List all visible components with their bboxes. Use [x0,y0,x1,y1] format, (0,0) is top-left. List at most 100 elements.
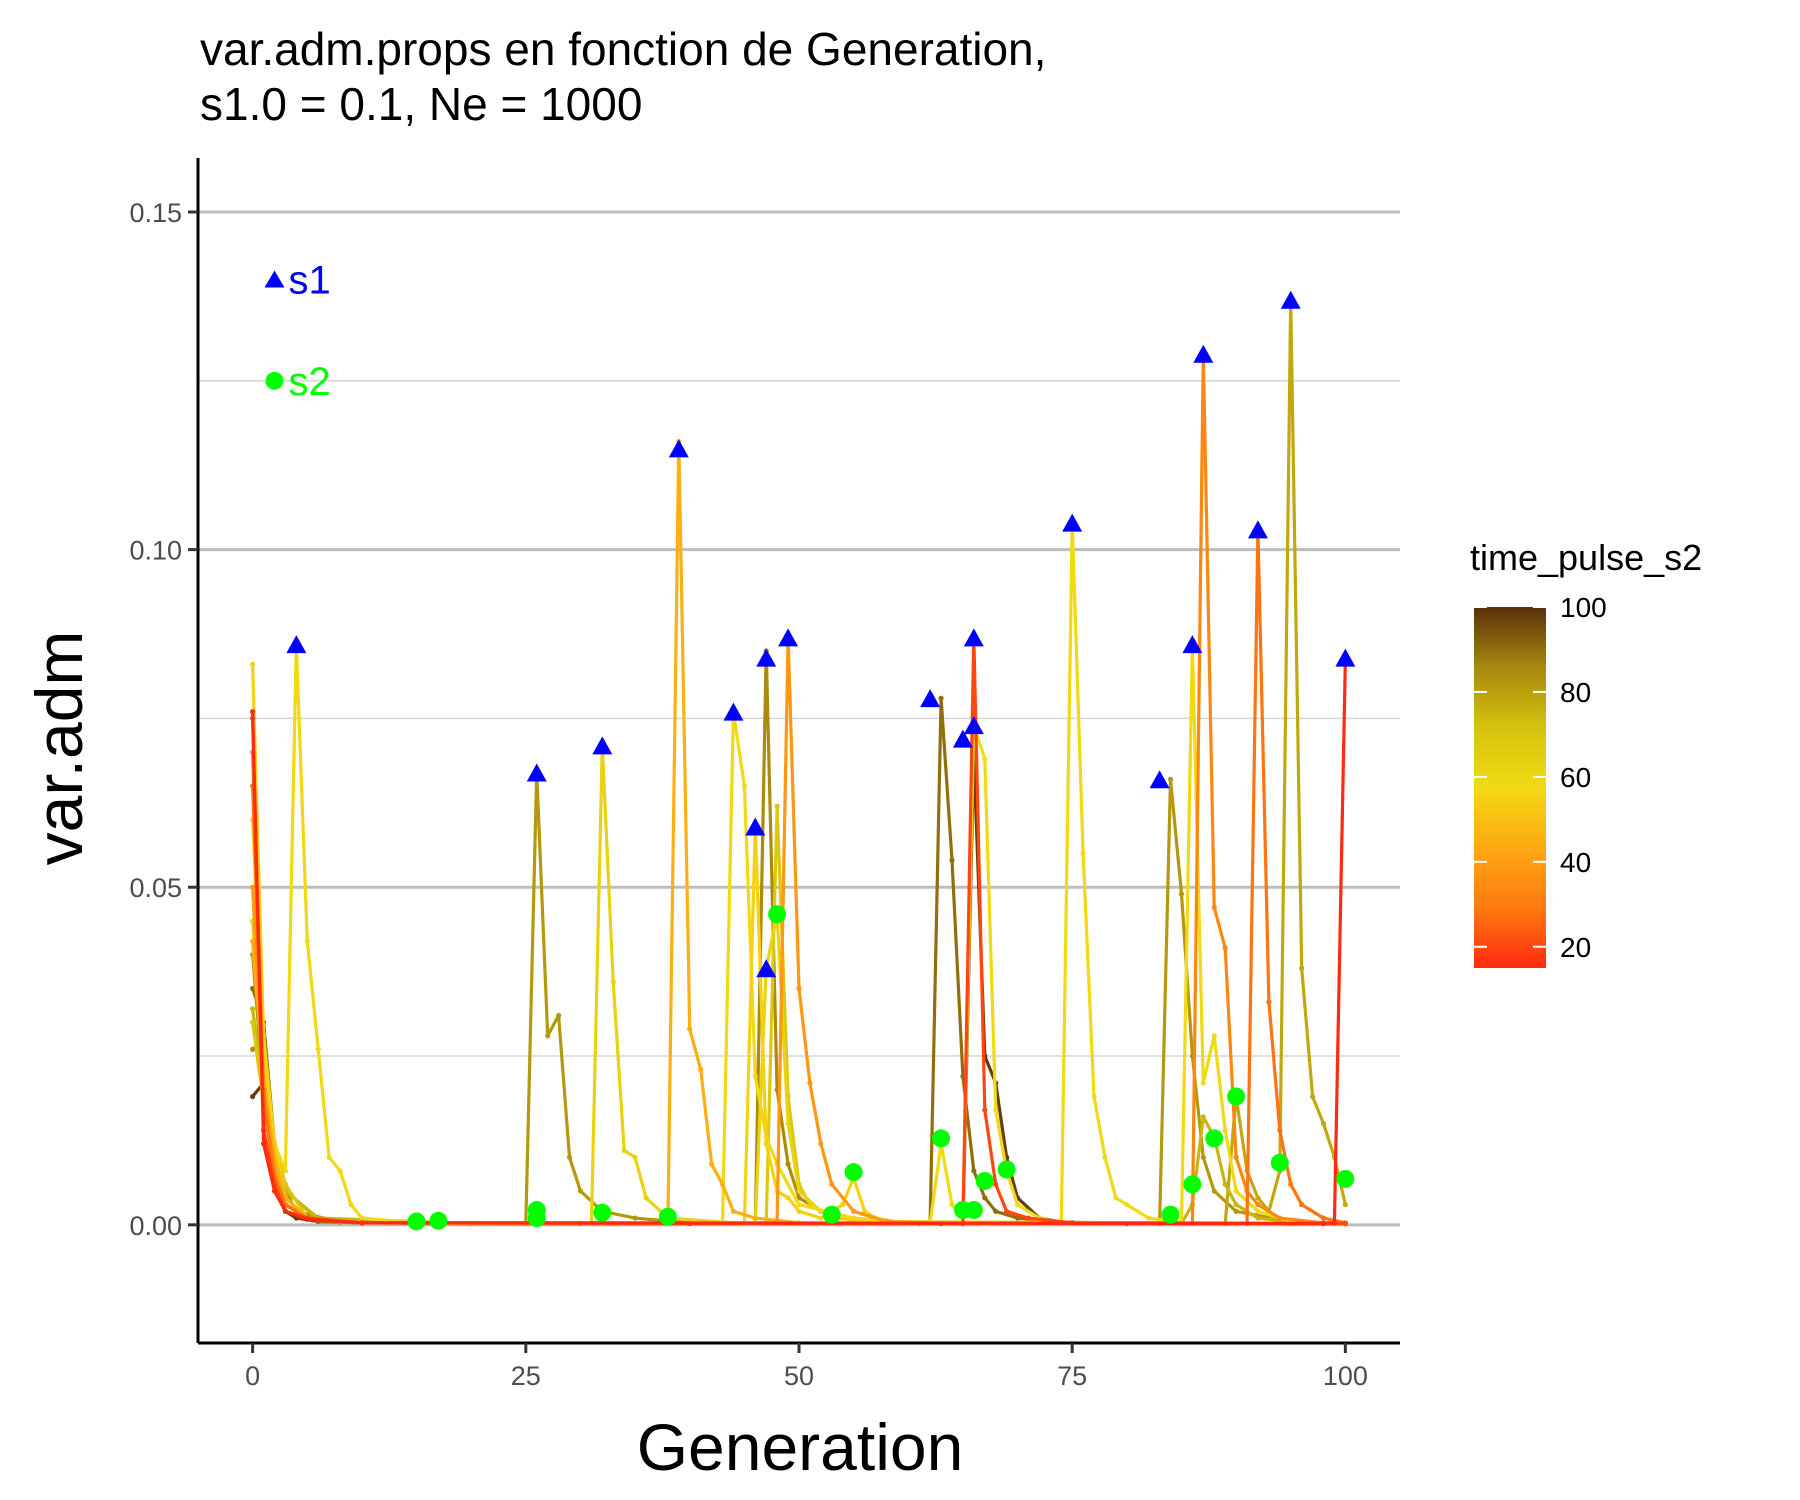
series-point [621,1147,627,1154]
series-point [1255,1201,1261,1208]
series-point [796,1208,802,1214]
series-point [1233,1188,1239,1194]
chart-title-line-1: var.adm.props en fonction de Generation, [200,23,1046,75]
legend-tick-label: 80 [1560,677,1591,708]
grid [198,210,1400,1227]
series-line [251,527,1346,1226]
series-point [752,1073,758,1079]
series-point [1255,1208,1261,1214]
s2-marker [932,1129,951,1148]
series-point [1299,965,1305,971]
markers-layer [286,290,1356,1231]
s1-marker [920,689,941,708]
s1-marker [526,763,547,782]
series-point [982,756,988,762]
x-tick-label: 50 [784,1361,814,1391]
s1-marker [1182,635,1203,654]
series-point [785,1161,791,1167]
series-line [251,352,1346,1226]
s1-marker [756,959,777,978]
s2-marker [997,1160,1016,1179]
series-point [1331,1220,1338,1226]
series-point [1320,1220,1327,1227]
s2-marker [1270,1153,1289,1172]
series-line [251,635,1346,1226]
y-tick-label: 0.00 [129,1211,182,1241]
s2-marker [844,1163,863,1182]
series-point [818,1215,824,1221]
series-point [1178,891,1185,897]
series-point [1266,999,1272,1005]
legend-tick-label: 60 [1560,762,1591,793]
series-point [971,1168,977,1174]
series-point [1113,1195,1119,1201]
s2-marker [975,1171,994,1190]
series-point [1211,1033,1217,1039]
series-point [1233,1208,1239,1214]
series-point [1233,1154,1239,1160]
y-axis-title: var.adm [22,631,96,866]
series-line [251,520,1346,1226]
series-point [250,1006,256,1012]
series-point [632,1154,638,1160]
series-point [785,1120,791,1127]
series-point [643,1195,649,1201]
series-point [796,1201,802,1208]
series-point [1167,776,1174,782]
series-point [1342,1201,1348,1208]
legend-tick-label: 40 [1560,847,1591,878]
series-point [1309,1093,1316,1100]
s2-marker [527,1200,546,1219]
series-point [741,783,747,789]
s1-marker [286,635,307,654]
s2-marker [1227,1087,1246,1106]
series-point [938,695,944,701]
y-tick-label: 0.05 [129,873,182,903]
series-point [982,1195,988,1201]
s1-marker [756,648,777,667]
legend-tick-label: 20 [1560,932,1591,963]
x-tick-label: 25 [511,1361,541,1391]
series-point [1277,1215,1283,1221]
x-tick-label: 100 [1323,1361,1368,1391]
series-point [250,661,256,668]
legend-tick-label: 100 [1560,592,1607,623]
s2-marker [407,1212,426,1231]
series-point [304,1216,310,1223]
series-point [1200,1154,1206,1160]
s1-marker [668,439,689,458]
series-point [304,938,310,944]
x-axis-title: Generation [637,1410,964,1484]
series-point [348,1201,354,1208]
series-point [1004,1208,1010,1214]
series-point [1211,904,1217,911]
s1-marker [723,702,744,721]
s1-marker [1062,513,1083,532]
s2-marker [1336,1169,1355,1188]
series-point [1200,1114,1206,1120]
s2-marker [768,905,787,924]
s2-marker [964,1200,983,1219]
axes: 0.00 0.05 0.10 0.15 0 25 50 75 100 [129,158,1400,1391]
series-point [1255,1195,1261,1201]
series-point [1222,1181,1228,1187]
series-point [545,1033,551,1039]
series-point [698,1066,704,1073]
series-point [719,1181,726,1187]
series-point [1211,1188,1217,1194]
series-point [1342,1220,1348,1227]
legend-title: time_pulse_s2 [1470,537,1702,578]
series-point [577,1188,584,1194]
series-point [1146,1215,1152,1221]
series-point [993,1181,999,1187]
series-point [1288,1181,1294,1187]
series-point [250,709,256,715]
s2-marker [1183,1175,1202,1194]
series-point [315,1046,321,1052]
series-point [1091,1093,1097,1100]
series-point [818,1141,824,1147]
series-point [774,803,780,809]
series-point [1200,1080,1206,1086]
series-point [949,857,955,863]
